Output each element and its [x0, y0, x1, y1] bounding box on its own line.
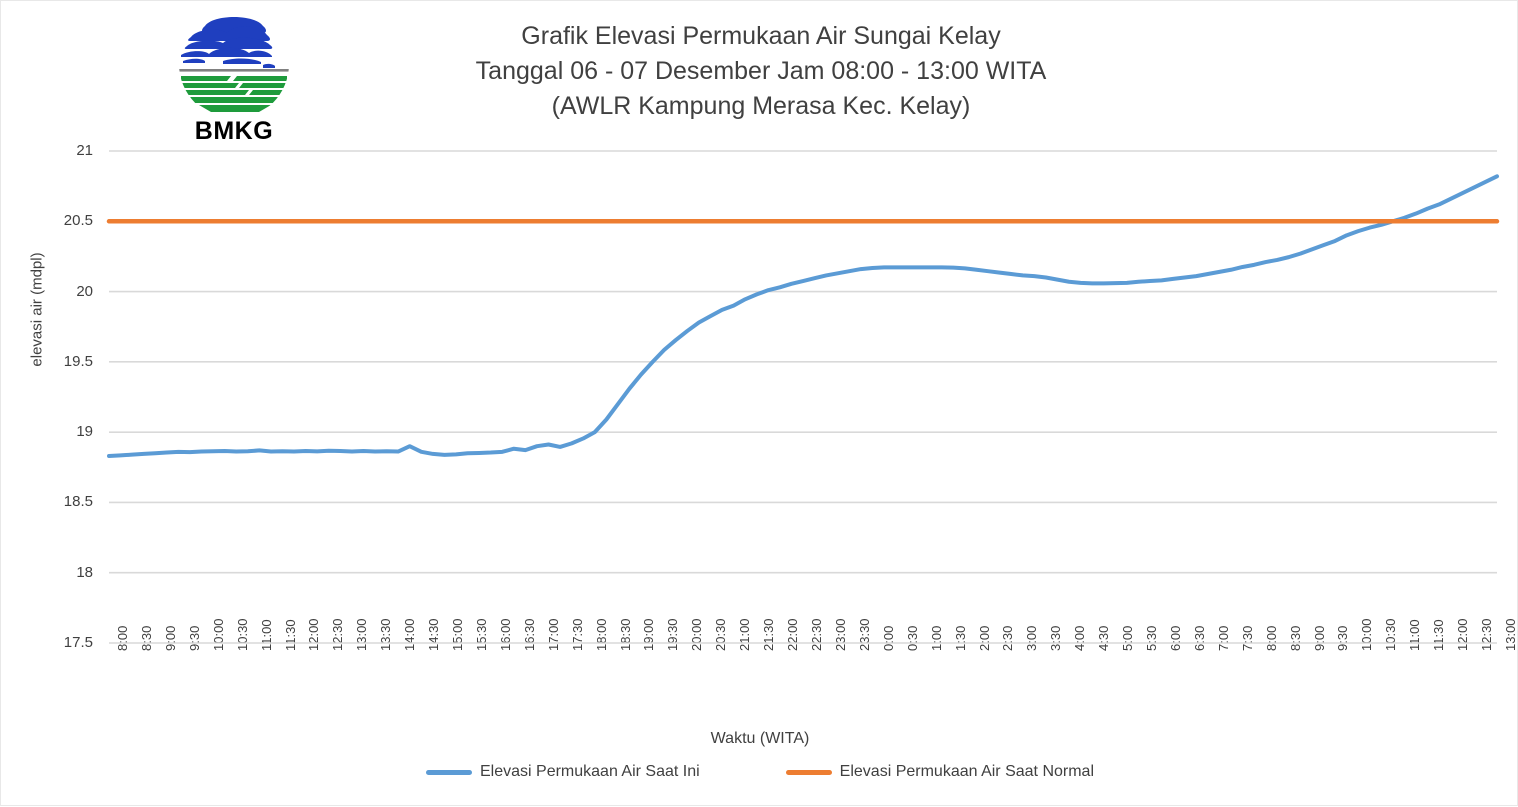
y-axis-tick-label: 18	[76, 563, 93, 581]
bmkg-logo-text: BMKG	[194, 117, 274, 145]
gridlines	[109, 150, 1497, 644]
y-axis-tick-label: 17.5	[63, 634, 93, 651]
bmkg-logo-mark	[175, 9, 293, 119]
y-axis-tick-label: 21	[76, 142, 93, 159]
chart-legend: Elevasi Permukaan Air Saat Ini Elevasi P…	[1, 763, 1518, 781]
series-lines	[106, 174, 1500, 459]
legend-label-normal: Elevasi Permukaan Air Saat Normal	[839, 763, 1094, 780]
y-axis-tick-label: 18.5	[63, 493, 93, 511]
y-axis-tick-label: 19	[76, 423, 93, 441]
chart-title-line-2: Tanggal 06 - 07 Desember Jam 08:00 - 13:…	[475, 57, 1047, 85]
legend-swatch-normal	[785, 769, 832, 775]
bmkg-emblem-icon	[179, 17, 289, 112]
y-axis-tick-label: 20.5	[63, 212, 93, 230]
series-line-current	[107, 174, 1499, 459]
logo-divider	[179, 69, 289, 72]
legend-label-current: Elevasi Permukaan Air Saat Ini	[480, 763, 700, 780]
legend-item-normal[interactable]: Elevasi Permukaan Air Saat Normal	[785, 763, 1094, 781]
y-axis-tick-label: 20	[76, 282, 93, 300]
x-axis-title: Waktu (WITA)	[710, 730, 810, 747]
chart-title-line-1: Grafik Elevasi Permukaan Air Sungai Kela…	[521, 22, 1001, 50]
y-axis-tick-label: 19.5	[63, 352, 93, 370]
chart-title: Grafik Elevasi Permukaan Air Sungai Kela…	[331, 19, 1191, 124]
legend-swatch-current	[426, 769, 472, 775]
legend-item-current[interactable]: Elevasi Permukaan Air Saat Ini	[426, 763, 700, 781]
chart-title-line-3: (AWLR Kampung Merasa Kec. Kelay)	[551, 92, 971, 120]
bmkg-logo: BMKG	[169, 9, 299, 149]
